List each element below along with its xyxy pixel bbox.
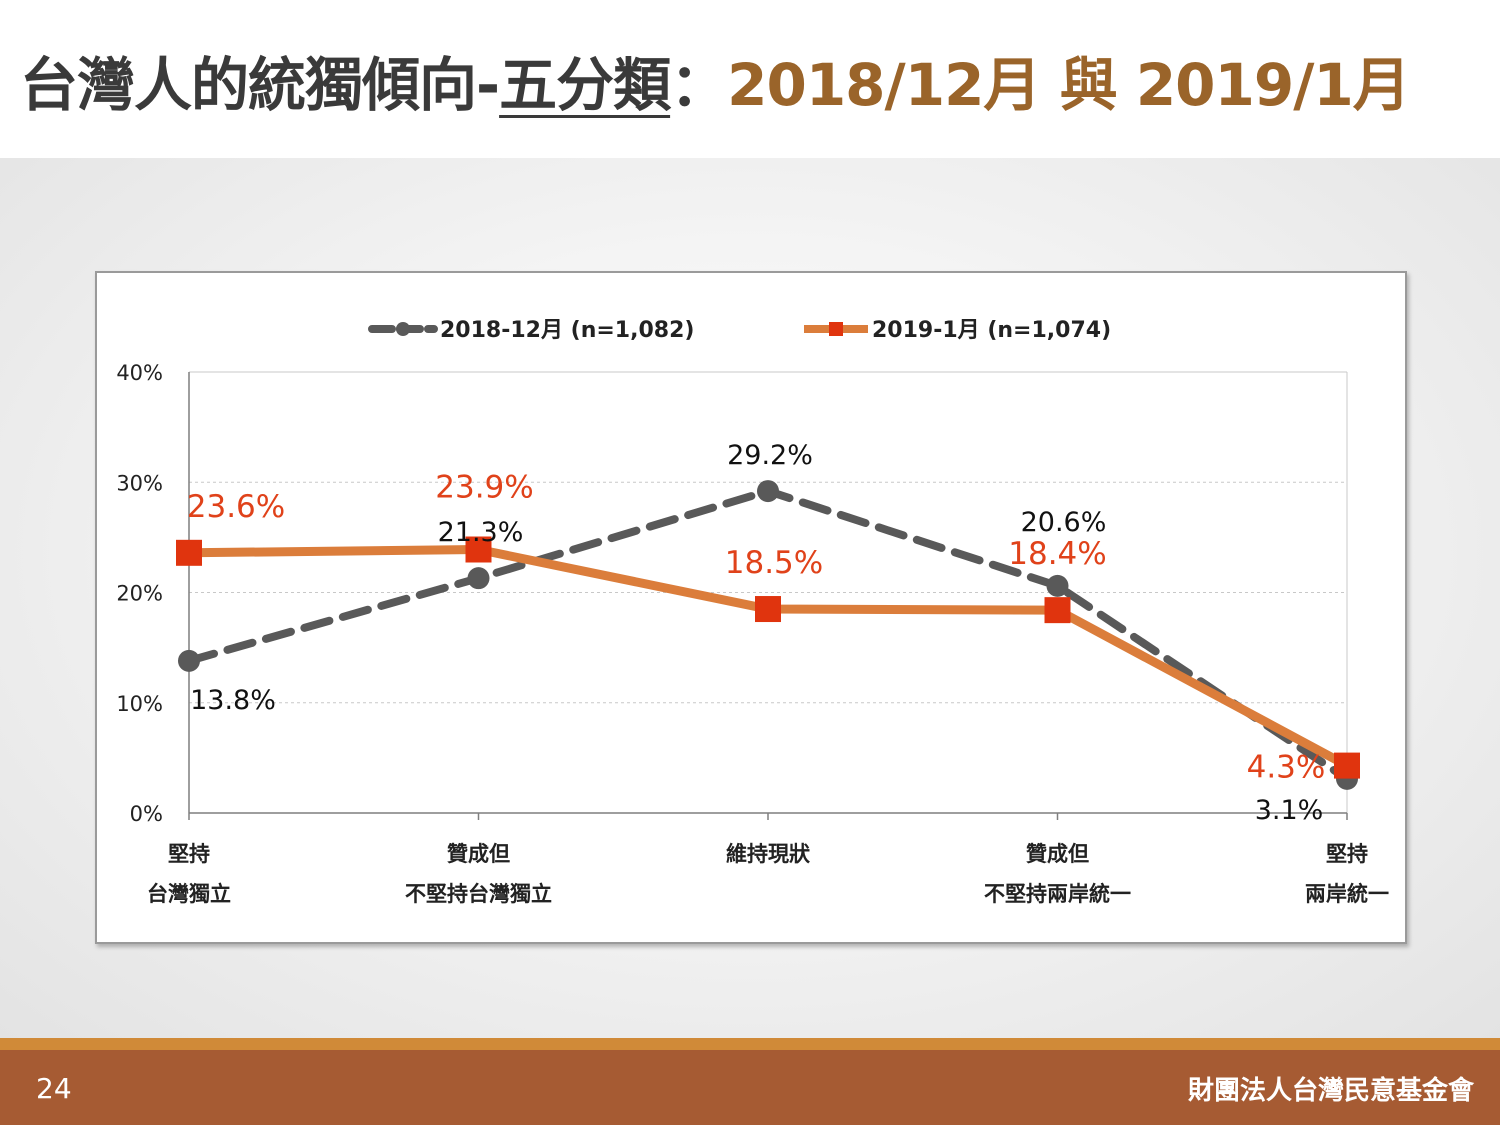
series-2019-1-line: [188, 545, 1350, 770]
series-2018-12-data-label: 3.1%: [1255, 795, 1324, 826]
series-2019-1-data-label: 23.6%: [187, 489, 285, 525]
organization-name: 財團法人台灣民意基金會: [1187, 1076, 1474, 1106]
x-category-label: 不堅持兩岸統一: [984, 882, 1131, 906]
series-2018-12-data-label: 20.6%: [1021, 507, 1107, 538]
legend-label-2018-12: 2018-12月 (n=1,082): [440, 318, 694, 343]
x-category-label: 堅持: [168, 842, 210, 866]
series-2019-1-data-label: 23.9%: [435, 470, 533, 506]
title-underlined: 五分類: [499, 51, 671, 119]
series-2018-12-data-label: 13.8%: [190, 685, 276, 716]
footer-bar: [0, 1050, 1500, 1125]
series-2018-12-point: [757, 480, 779, 503]
chart-frame: 0% 10% 20% 30% 40% 堅持台灣獨立 贊成但不堅持台灣獨立 維持現狀 贊成但不堅持…: [95, 271, 1407, 944]
series-2018-12-data-label: 29.2%: [727, 440, 813, 471]
series-2019-1-point: [755, 596, 781, 623]
series-2018-12-point: [467, 567, 490, 590]
x-category-label: 堅持: [1326, 842, 1368, 866]
title-date-range: 2018/12月 與 2019/1月: [727, 51, 1411, 119]
series-2019-1-data-label: 18.4%: [1008, 536, 1106, 572]
series-2019-1-point: [176, 539, 202, 566]
series-2019-1-data-label: 18.5%: [725, 545, 823, 581]
x-category-label: 台灣獨立: [147, 882, 231, 906]
page-title: 台灣人的統獨傾向-五分類：2018/12月 與 2019/1月: [20, 38, 1411, 122]
y-tick-label: 20%: [116, 582, 163, 606]
series-2019-1-data-label: 4.3%: [1247, 750, 1326, 786]
x-category-label: 兩岸統一: [1305, 882, 1389, 906]
x-category-label: 不堅持台灣獨立: [405, 882, 552, 906]
page-number: 24: [36, 1072, 72, 1105]
y-tick-label: 0%: [130, 802, 163, 826]
y-tick-label: 40%: [116, 361, 163, 385]
title-separator: ：: [670, 51, 728, 119]
series-2018-12-line: [185, 487, 1351, 783]
series-2019-1-point: [1334, 752, 1360, 779]
legend-marker-2019-1: [829, 322, 843, 336]
legend-marker-2018-12: [396, 322, 410, 336]
series-2018-12-point: [1046, 574, 1069, 597]
series-2018-12-point: [178, 649, 200, 672]
legend-label-2019-1: 2019-1月 (n=1,074): [872, 318, 1111, 343]
footer-accent-line: [0, 1038, 1500, 1050]
series-2019-1-point: [465, 536, 492, 563]
x-category-label: 贊成但: [1026, 842, 1089, 866]
title-bar: 台灣人的統獨傾向-五分類：2018/12月 與 2019/1月: [0, 0, 1500, 158]
x-category-label: 贊成但: [447, 842, 510, 866]
series-2019-1-point: [1044, 597, 1071, 624]
x-category-label: 維持現狀: [726, 842, 811, 866]
y-tick-label: 10%: [116, 692, 163, 716]
y-tick-label: 30%: [116, 471, 163, 495]
series-2018-12-data-label: 21.3%: [438, 517, 524, 548]
title-main: 台灣人的統獨傾向-: [20, 51, 500, 119]
